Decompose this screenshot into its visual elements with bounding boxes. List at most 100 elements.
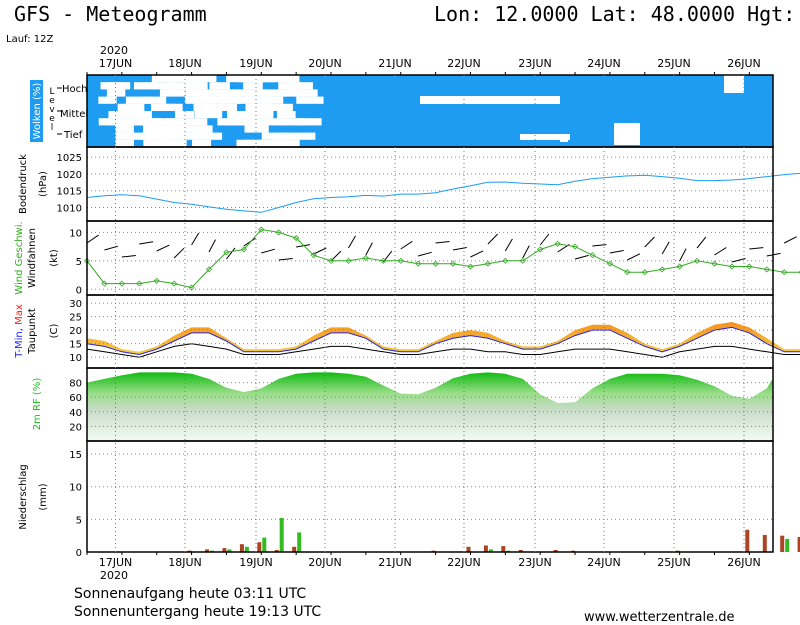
pressure-line — [86, 172, 800, 213]
clear-sky-cell — [108, 111, 133, 119]
precip-bar-total — [257, 542, 262, 552]
precip-bar-convective — [279, 518, 284, 552]
wind-speed-point — [327, 257, 335, 264]
humidity-area — [87, 372, 773, 441]
clear-sky-cell — [287, 82, 313, 90]
date-tick-top: 21JUN — [378, 57, 412, 70]
date-tick-bottom: 24JUN — [587, 556, 621, 569]
precip-bar-total — [518, 550, 523, 552]
clear-sky-cell — [115, 139, 134, 147]
wind-tick-label: 0 — [76, 285, 82, 296]
pressure-tick-label: 1020 — [57, 170, 82, 181]
precip-bar-total — [466, 546, 471, 552]
cloud-label-background — [30, 80, 43, 142]
date-tick-bottom: 22JUN — [447, 556, 481, 569]
clear-sky-cell — [115, 125, 134, 133]
panel-frame — [86, 440, 774, 553]
clear-sky-cell — [107, 82, 131, 90]
level-label: Hoch — [62, 84, 87, 95]
wind-speed-point — [693, 257, 701, 264]
wind-speed-point — [380, 257, 387, 264]
clear-sky-cell — [261, 118, 287, 126]
wind-speed-point — [136, 280, 143, 287]
wind-barb — [714, 247, 727, 256]
clear-sky-cell — [159, 89, 186, 97]
wind-speed-point — [537, 246, 544, 253]
wind-speed-point — [362, 254, 369, 262]
wind-barb — [104, 245, 119, 251]
wind-barb — [156, 244, 170, 252]
temperature-tick-label: 15 — [69, 340, 82, 351]
clear-sky-cell — [277, 75, 300, 83]
tmin-legend: T-Min, — [14, 325, 25, 359]
clear-sky-cell — [278, 89, 302, 97]
clear-sky-cell — [98, 96, 117, 104]
clear-sky-cell — [251, 111, 272, 119]
clear-sky-cell — [184, 118, 208, 126]
wind-barb — [348, 235, 356, 249]
precip-bar-total — [501, 546, 506, 552]
precip-bar-convective — [244, 546, 249, 552]
humidity-axis-label: 2m RF (%) — [32, 378, 43, 431]
level-axis-letter: e — [49, 96, 55, 106]
humidity-tick-label: 40 — [69, 408, 82, 419]
date-tick-top: 23JUN — [518, 57, 552, 70]
wind-speed-point — [397, 257, 404, 264]
wind-speed-point — [118, 280, 125, 287]
date-tick-bottom: 20JUN — [308, 556, 342, 569]
wind-speed-point — [502, 257, 509, 264]
clear-sky-cell — [133, 82, 159, 90]
humidity-tick-label: 20 — [69, 422, 82, 433]
pressure-tick-label: 1015 — [57, 187, 82, 198]
clear-sky-cell — [420, 96, 560, 104]
humidity-panel: 20 40 60 80 2m RF (%) — [32, 372, 773, 441]
level-axis-letter: v — [49, 105, 55, 115]
wind-barb — [574, 254, 589, 260]
precip-tick-label: 0 — [76, 548, 82, 559]
precip-tick-label: 5 — [76, 515, 82, 526]
wind-speed-point — [310, 252, 317, 259]
date-tick-top: 17JUN — [99, 57, 133, 70]
clear-sky-cell — [125, 132, 151, 140]
wind-speed-point — [449, 260, 457, 267]
wind-barb — [86, 234, 99, 244]
clear-sky-cell — [295, 118, 322, 126]
wind-barb — [470, 250, 484, 258]
clear-sky-cell — [168, 125, 194, 133]
clear-sky-cell — [218, 96, 241, 104]
wind-speed-point — [275, 229, 282, 236]
wind-speed-point — [589, 252, 596, 259]
clear-sky-cell — [185, 89, 214, 97]
pressure-tick-label: 1025 — [57, 153, 82, 164]
wind-speed-point — [467, 263, 474, 270]
precip-unit-label: (mm) — [38, 483, 49, 510]
wind-speed-point — [711, 260, 718, 267]
clear-sky-cell — [184, 82, 208, 90]
wind-speed-point — [606, 260, 613, 267]
level-axis-letter: e — [49, 114, 55, 124]
clear-sky-cell — [227, 111, 250, 119]
date-tick-top: 24JUN — [587, 57, 621, 70]
temperature-range-area — [87, 322, 800, 355]
website-link[interactable]: www.wetterzentrale.de — [584, 610, 735, 625]
panel-frame — [86, 146, 774, 222]
tmin-line — [86, 326, 800, 356]
clear-sky-cell — [143, 125, 170, 133]
precip-bar-total — [745, 529, 750, 552]
clear-sky-cell — [296, 96, 324, 104]
wind-barb — [452, 247, 467, 251]
clear-sky-cell — [159, 103, 183, 111]
wind-barb — [173, 247, 185, 259]
date-tick-bottom: 17JUN — [99, 556, 133, 569]
wind-speed-point — [153, 277, 160, 284]
humidity-tick-label: 60 — [69, 393, 82, 404]
wind-barb — [661, 241, 670, 255]
wind-speed-point — [746, 263, 753, 270]
wind-barb — [487, 233, 499, 245]
wind-unit-label: (kt) — [49, 249, 60, 267]
date-tick-top: 19JUN — [239, 57, 273, 70]
year-label-top: 2020 — [100, 44, 128, 57]
